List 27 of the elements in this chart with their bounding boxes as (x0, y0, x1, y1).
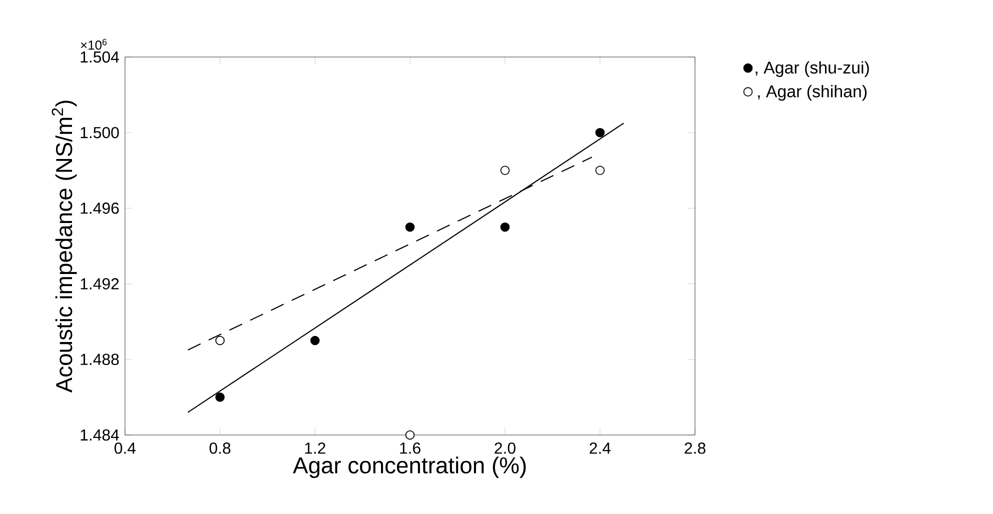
point (310, 336, 320, 346)
point (215, 392, 225, 402)
x-tick-label: 0.4 (114, 442, 136, 454)
x-tick-label: 1.6 (400, 442, 420, 454)
x-tick-label: 2.8 (684, 442, 706, 454)
point (595, 166, 605, 176)
legend-label: , Agar (shihan) (758, 84, 867, 101)
x-axis-title: Agar concentration (%) (292, 456, 526, 478)
y-tick-label: 1.496 (80, 202, 119, 214)
point (215, 336, 225, 346)
y-tick-label: 1.504 (80, 51, 119, 63)
x-tick-label: 2.0 (494, 442, 516, 454)
text: ×10$^{6}$ (80, 38, 107, 50)
x-tick-label: 1.2 (305, 442, 326, 454)
point (500, 222, 510, 232)
x-tick-label: 0.8 (210, 442, 230, 454)
x-tick-label: 2.4 (590, 442, 611, 454)
y-tick-label: 1.484 (80, 429, 119, 441)
point (405, 430, 415, 440)
y-tick-label: 1.500 (80, 126, 119, 138)
y-tick-label: 1.492 (80, 278, 119, 290)
point (595, 128, 605, 138)
y-axis-title: Acoustic impedance (NS/m$^{2}$) (52, 100, 77, 393)
y-tick-label: 1.488 (80, 354, 119, 366)
point (405, 222, 415, 232)
legend-label: , Agar (shu-zui) (756, 61, 869, 77)
point (500, 166, 510, 176)
